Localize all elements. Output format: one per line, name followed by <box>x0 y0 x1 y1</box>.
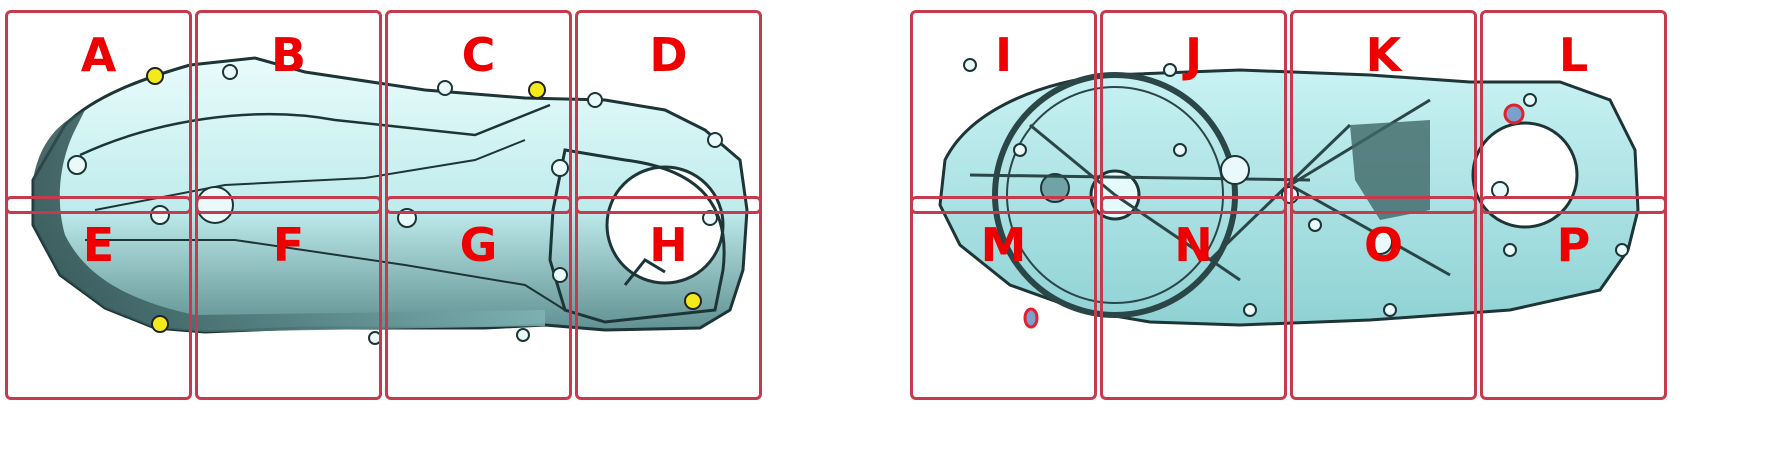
left-gasket-hook <box>623 258 666 286</box>
marker-e <box>151 315 169 333</box>
grid-cell-f[interactable]: F <box>195 196 382 400</box>
right-hub-small <box>1040 173 1070 203</box>
left-gasket-line <box>548 148 726 324</box>
cell-label: O <box>1363 218 1404 272</box>
red-ring-markers <box>1023 103 1525 329</box>
left-casing-panel: A B C D E F G H <box>5 10 771 448</box>
grid-cell-k[interactable]: K <box>1290 10 1477 214</box>
cell-label: M <box>980 218 1027 272</box>
right-struts <box>969 98 1451 282</box>
marker-a <box>146 67 164 85</box>
yellow-markers <box>146 67 702 333</box>
cell-label: H <box>649 218 688 272</box>
grid-cell-j[interactable]: J <box>1100 10 1287 214</box>
cell-label: F <box>272 218 305 272</box>
left-casing-ridge <box>79 103 551 157</box>
cell-label: G <box>459 218 498 272</box>
cell-label: D <box>649 28 688 82</box>
cell-label: I <box>994 28 1013 82</box>
right-casing-panel: I J K L M N O P <box>910 10 1676 448</box>
grid-cell-i[interactable]: I <box>910 10 1097 214</box>
cell-label: N <box>1174 218 1213 272</box>
grid-cell-m[interactable]: M <box>910 196 1097 400</box>
marker-h <box>684 292 702 310</box>
cell-label: C <box>461 28 496 82</box>
marker-l <box>1503 103 1525 125</box>
cell-label: L <box>1558 28 1589 82</box>
cell-label: K <box>1365 28 1402 82</box>
grid-cell-l[interactable]: L <box>1480 10 1667 214</box>
marker-c <box>528 81 546 99</box>
cell-label: E <box>82 218 115 272</box>
right-drive-ring <box>992 72 1238 318</box>
left-casing-ridge-2 <box>94 139 526 211</box>
cell-label: J <box>1184 28 1203 82</box>
cell-label: B <box>270 28 307 82</box>
right-cutout <box>1471 121 1579 229</box>
right-casing-drawing <box>938 58 1640 329</box>
right-dark-pocket <box>1350 120 1430 220</box>
left-casing-ridge-3 <box>85 239 566 311</box>
grid-cell-o[interactable]: O <box>1290 196 1477 400</box>
cell-label: P <box>1556 218 1591 272</box>
grid-cell-c[interactable]: C <box>385 10 572 214</box>
grid-cell-h[interactable]: H <box>575 196 762 400</box>
grid-cell-p[interactable]: P <box>1480 196 1667 400</box>
right-bolt-bosses <box>963 58 1629 317</box>
grid-cell-g[interactable]: G <box>385 196 572 400</box>
cell-label: A <box>80 28 117 82</box>
grid-cell-e[interactable]: E <box>5 196 192 400</box>
grid-cell-n[interactable]: N <box>1100 196 1287 400</box>
grid-cell-a[interactable]: A <box>5 10 192 214</box>
grid-cell-d[interactable]: D <box>575 10 762 214</box>
marker-n <box>1023 307 1039 329</box>
grid-cell-b[interactable]: B <box>195 10 382 214</box>
right-drive-ring-inner <box>1006 86 1224 304</box>
